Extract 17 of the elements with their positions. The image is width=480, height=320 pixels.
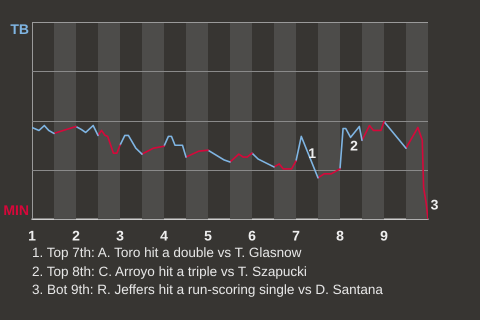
text: 3. Bot 9th: R. Jeffers hit a run-scoring single vs D. Santana — [32, 281, 383, 299]
x-tick-label: 3 — [116, 227, 124, 244]
text: TB — [10, 20, 29, 37]
x-tick-label: 9 — [380, 227, 388, 244]
text: 1. Top 7th: A. Toro hit a double vs T. Glasnow — [32, 244, 302, 262]
text: 2. Top 8th: C. Arroyo hit a triple vs T. Szapucki — [32, 262, 308, 281]
text: MIN — [3, 202, 29, 218]
x-tick-label: 1 — [28, 227, 36, 244]
x-tick-label: 6 — [248, 227, 256, 244]
x-tick-label: 7 — [292, 227, 300, 244]
annotation: 1 — [308, 145, 316, 162]
x-tick-label: 5 — [204, 227, 212, 244]
x-tick-label: 2 — [72, 227, 80, 244]
x-tick-label: 4 — [160, 227, 168, 244]
annotation: 2 — [350, 137, 358, 154]
x-tick-label: 8 — [336, 227, 344, 244]
annotation: 3 — [430, 196, 439, 213]
